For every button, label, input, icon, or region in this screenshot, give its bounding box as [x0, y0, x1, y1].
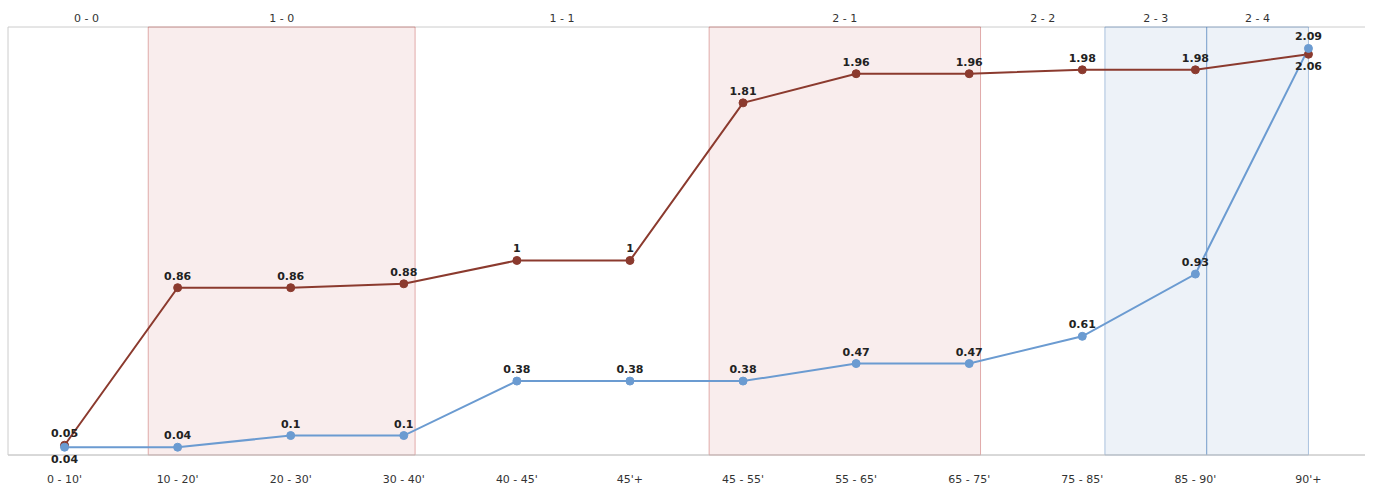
svg-text:1: 1 [626, 242, 634, 255]
svg-text:2 - 2: 2 - 2 [1030, 12, 1055, 25]
svg-text:2 - 4: 2 - 4 [1245, 12, 1270, 25]
svg-text:2.09: 2.09 [1295, 30, 1322, 43]
svg-text:40 - 45': 40 - 45' [496, 473, 538, 486]
svg-text:45 - 55': 45 - 55' [722, 473, 764, 486]
svg-text:1.98: 1.98 [1182, 52, 1209, 65]
svg-text:0.86: 0.86 [277, 270, 304, 283]
svg-text:0.47: 0.47 [956, 346, 983, 359]
svg-text:0 - 10': 0 - 10' [47, 473, 82, 486]
svg-text:0.47: 0.47 [843, 346, 870, 359]
svg-text:55 - 65': 55 - 65' [835, 473, 877, 486]
svg-text:90'+: 90'+ [1295, 473, 1321, 486]
svg-text:2 - 1: 2 - 1 [832, 12, 857, 25]
svg-text:0.88: 0.88 [390, 266, 417, 279]
svg-text:1: 1 [513, 242, 521, 255]
svg-text:0.1: 0.1 [281, 418, 301, 431]
svg-text:10 - 20': 10 - 20' [157, 473, 199, 486]
svg-text:65 - 75': 65 - 75' [948, 473, 990, 486]
svg-text:1 - 0: 1 - 0 [269, 12, 294, 25]
svg-text:0.1: 0.1 [394, 418, 414, 431]
svg-text:75 - 85': 75 - 85' [1061, 473, 1103, 486]
svg-text:20 - 30': 20 - 30' [270, 473, 312, 486]
svg-text:0.05: 0.05 [51, 427, 78, 440]
svg-text:45'+: 45'+ [617, 473, 643, 486]
svg-text:85 - 90': 85 - 90' [1174, 473, 1216, 486]
svg-text:2.06: 2.06 [1295, 60, 1322, 73]
svg-text:0.93: 0.93 [1182, 256, 1209, 269]
svg-text:1.96: 1.96 [956, 56, 983, 69]
svg-text:0.61: 0.61 [1069, 318, 1096, 331]
svg-text:0.38: 0.38 [503, 363, 530, 376]
svg-text:0.38: 0.38 [616, 363, 643, 376]
svg-text:0 - 0: 0 - 0 [74, 12, 99, 25]
svg-text:0.04: 0.04 [164, 429, 191, 442]
svg-text:2 - 3: 2 - 3 [1143, 12, 1168, 25]
svg-text:1.98: 1.98 [1069, 52, 1096, 65]
svg-text:30 - 40': 30 - 40' [383, 473, 425, 486]
svg-text:1.81: 1.81 [729, 85, 756, 98]
svg-text:0.38: 0.38 [729, 363, 756, 376]
svg-text:1 - 1: 1 - 1 [550, 12, 575, 25]
svg-text:1.96: 1.96 [843, 56, 870, 69]
svg-text:0.86: 0.86 [164, 270, 191, 283]
svg-text:0.04: 0.04 [51, 453, 78, 466]
